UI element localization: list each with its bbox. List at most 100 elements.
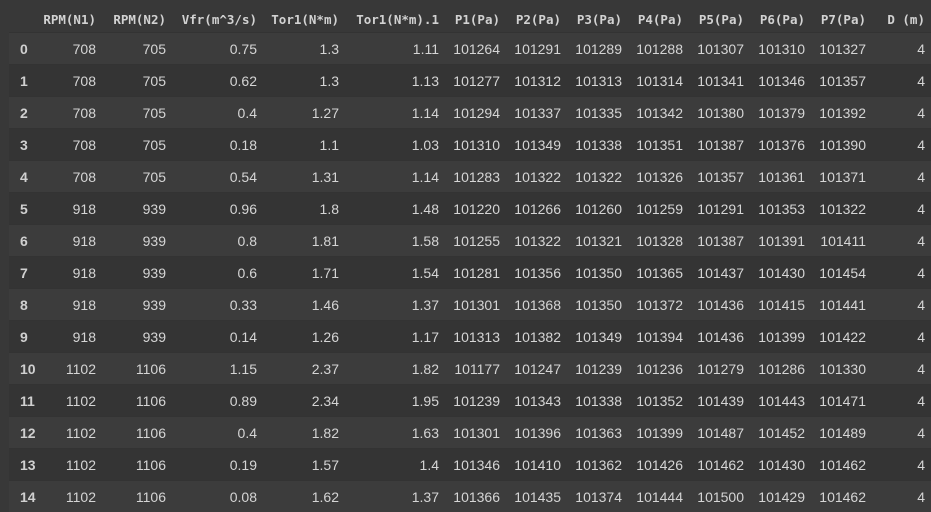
row-index: 14 [9,481,32,512]
row-index: 5 [9,193,32,225]
column-header-p1: P1(Pa) [445,6,506,33]
cell-tor1-1: 1.63 [345,417,445,449]
cell-p2: 101322 [506,161,567,193]
index-header [9,6,32,33]
cell-p7: 101392 [811,97,872,129]
cell-rpm-n2: 939 [102,193,172,225]
cell-p3: 101362 [567,449,628,481]
cell-p6: 101430 [750,449,811,481]
cell-vfr: 0.14 [172,321,263,353]
row-index: 13 [9,449,32,481]
cell-p6: 101379 [750,97,811,129]
row-index: 1 [9,65,32,97]
cell-p3: 101289 [567,33,628,65]
cell-p5: 101387 [689,129,750,161]
cell-p3: 101338 [567,129,628,161]
cell-p2: 101291 [506,33,567,65]
cell-p1: 101281 [445,257,506,289]
cell-tor1: 1.3 [263,65,345,97]
cell-tor1: 1.81 [263,225,345,257]
cell-p5: 101437 [689,257,750,289]
cell-p4: 101326 [628,161,689,193]
cell-tor1-1: 1.54 [345,257,445,289]
cell-p2: 101247 [506,353,567,385]
cell-p1: 101310 [445,129,506,161]
cell-p4: 101328 [628,225,689,257]
cell-p7: 101454 [811,257,872,289]
cell-p2: 101349 [506,129,567,161]
row-index: 10 [9,353,32,385]
cell-tor1-1: 1.17 [345,321,445,353]
column-header-vfr: Vfr(m^3/s) [172,6,263,33]
cell-p1: 101277 [445,65,506,97]
cell-rpm-n2: 705 [102,33,172,65]
cell-p5: 101500 [689,481,750,512]
cell-p2: 101312 [506,65,567,97]
cell-rpm-n1: 1102 [32,481,102,512]
column-header-p2: P2(Pa) [506,6,567,33]
cell-p4: 101236 [628,353,689,385]
cell-p2: 101337 [506,97,567,129]
cell-tor1-1: 1.37 [345,481,445,512]
cell-vfr: 0.75 [172,33,263,65]
cell-p4: 101288 [628,33,689,65]
cell-p4: 101399 [628,417,689,449]
column-header-rpm-n2: RPM(N2) [102,6,172,33]
cell-p6: 101376 [750,129,811,161]
cell-tor1: 1.46 [263,289,345,321]
cell-rpm-n2: 939 [102,321,172,353]
cell-p2: 101396 [506,417,567,449]
column-header-p6: P6(Pa) [750,6,811,33]
cell-p3: 101350 [567,289,628,321]
cell-p1: 101255 [445,225,506,257]
cell-p2: 101322 [506,225,567,257]
cell-tor1: 2.34 [263,385,345,417]
cell-vfr: 0.6 [172,257,263,289]
cell-p7: 101357 [811,65,872,97]
cell-p7: 101411 [811,225,872,257]
cell-p5: 101291 [689,193,750,225]
cell-vfr: 0.08 [172,481,263,512]
column-header-d: D (m) [872,6,931,33]
cell-p5: 101439 [689,385,750,417]
cell-tor1-1: 1.48 [345,193,445,225]
cell-p7: 101489 [811,417,872,449]
cell-p7: 101327 [811,33,872,65]
row-index: 11 [9,385,32,417]
cell-tor1-1: 1.03 [345,129,445,161]
cell-p4: 101314 [628,65,689,97]
cell-p4: 101426 [628,449,689,481]
cell-p3: 101260 [567,193,628,225]
cell-p7: 101330 [811,353,872,385]
cell-tor1: 1.31 [263,161,345,193]
cell-p6: 101310 [750,33,811,65]
column-header-p7: P7(Pa) [811,6,872,33]
cell-p7: 101441 [811,289,872,321]
cell-p1: 101294 [445,97,506,129]
cell-rpm-n2: 939 [102,225,172,257]
cell-tor1-1: 1.37 [345,289,445,321]
cell-d: 4 [872,129,931,161]
cell-d: 4 [872,33,931,65]
cell-rpm-n2: 705 [102,97,172,129]
cell-rpm-n1: 1102 [32,385,102,417]
column-header-p5: P5(Pa) [689,6,750,33]
cell-d: 4 [872,225,931,257]
cell-d: 4 [872,385,931,417]
cell-p1: 101283 [445,161,506,193]
cell-p1: 101313 [445,321,506,353]
cell-p1: 101366 [445,481,506,512]
column-header-p3: P3(Pa) [567,6,628,33]
cell-p1: 101177 [445,353,506,385]
cell-rpm-n1: 708 [32,129,102,161]
cell-d: 4 [872,481,931,512]
cell-p1: 101220 [445,193,506,225]
